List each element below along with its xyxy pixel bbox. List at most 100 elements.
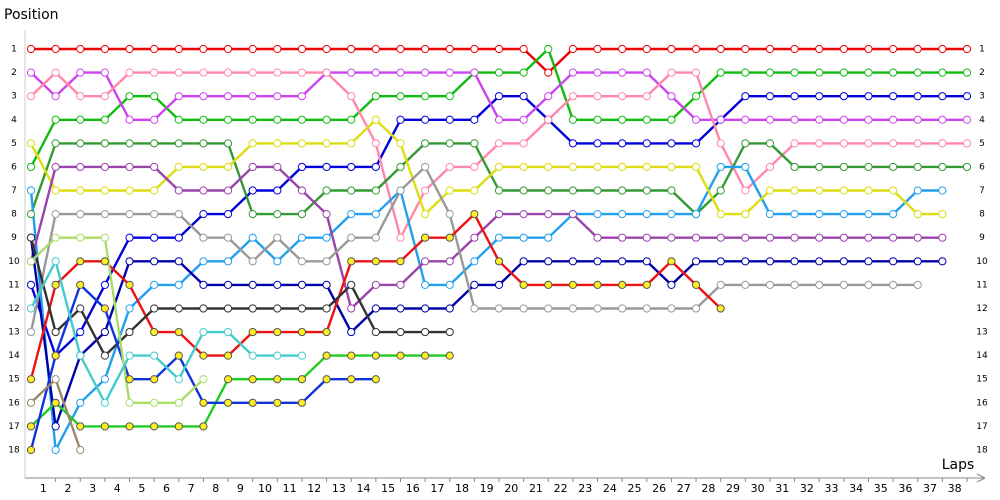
- lap-marker: [248, 44, 257, 54]
- lap-marker: [322, 68, 331, 77]
- lap-marker: [174, 186, 183, 195]
- lap-marker: [100, 92, 109, 101]
- lap-marker: [889, 186, 898, 195]
- lap-marker: [618, 162, 627, 172]
- lap-marker: [864, 186, 873, 195]
- lap-marker: [741, 162, 750, 172]
- lap-marker: [273, 92, 282, 101]
- lap-marker: [519, 233, 528, 242]
- lap-marker: [815, 115, 824, 124]
- lap-marker: [371, 139, 380, 148]
- lap-marker: [913, 257, 922, 266]
- lap-marker: [322, 44, 331, 54]
- lap-marker: [815, 162, 824, 172]
- lap-marker: [322, 139, 331, 148]
- x-tick-label: 24: [603, 482, 617, 495]
- lap-marker: [273, 351, 282, 360]
- lap-marker: [519, 92, 528, 101]
- lap-marker: [691, 68, 701, 77]
- lap-marker: [51, 44, 60, 54]
- lap-marker: [741, 280, 750, 289]
- lap-marker: [371, 115, 380, 124]
- lap-marker: [519, 139, 528, 148]
- lap-marker: [199, 304, 208, 313]
- lap-marker: [864, 115, 873, 124]
- y-tick-label-right: 13: [976, 328, 987, 338]
- x-tick-label: 8: [212, 482, 219, 495]
- lap-marker: [544, 162, 553, 172]
- lap-marker: [76, 186, 85, 195]
- lap-marker: [839, 68, 848, 77]
- lap-marker: [100, 210, 109, 219]
- lap-marker: [889, 210, 898, 219]
- lap-marker: [26, 139, 36, 148]
- lap-marker: [273, 186, 282, 195]
- x-tick-label: 21: [529, 482, 543, 495]
- lap-marker: [273, 398, 282, 407]
- x-tick-label: 17: [430, 482, 444, 495]
- x-tick-label: 38: [948, 482, 962, 495]
- lap-marker: [76, 304, 85, 313]
- lap-marker: [297, 210, 307, 219]
- lap-marker: [248, 398, 257, 407]
- lap-marker: [642, 162, 651, 172]
- lap-marker: [691, 233, 701, 242]
- lap-marker: [938, 44, 947, 54]
- x-tick-label: 4: [114, 482, 121, 495]
- y-tick-label-right: 15: [976, 375, 987, 385]
- lap-marker: [26, 92, 36, 101]
- lap-marker: [470, 139, 479, 148]
- lap-marker: [519, 210, 528, 219]
- lap-marker: [765, 210, 775, 219]
- lap-marker: [150, 304, 159, 313]
- lap-marker: [593, 139, 602, 148]
- lap-marker: [51, 327, 60, 337]
- lap-marker: [150, 327, 159, 337]
- lap-marker: [667, 257, 676, 266]
- x-tick-label: 11: [283, 482, 297, 495]
- lap-marker: [347, 257, 356, 266]
- x-tick-label: 26: [652, 482, 666, 495]
- lap-marker: [273, 257, 282, 266]
- lap-marker: [297, 186, 307, 195]
- x-tick-label: 13: [332, 482, 346, 495]
- lap-marker: [716, 304, 725, 313]
- lap-marker: [445, 92, 454, 101]
- lap-marker: [76, 92, 85, 101]
- lap-marker: [100, 115, 109, 124]
- lap-marker: [199, 375, 208, 384]
- lap-marker: [76, 210, 85, 219]
- lap-marker: [839, 162, 848, 172]
- x-tick-label: 27: [677, 482, 691, 495]
- lap-marker: [347, 68, 356, 77]
- lap-marker: [297, 351, 307, 360]
- lap-marker: [100, 44, 109, 54]
- y-tick-label-right: 8: [979, 210, 985, 220]
- lap-marker: [494, 68, 504, 77]
- lap-marker: [889, 92, 898, 101]
- lap-marker: [839, 139, 848, 148]
- lap-marker: [642, 280, 651, 289]
- lap-marker: [51, 398, 60, 407]
- lap-marker: [223, 92, 233, 101]
- lap-marker: [51, 351, 60, 360]
- lap-marker: [51, 445, 60, 455]
- lap-marker: [273, 304, 282, 313]
- y-tick-label-right: 18: [976, 446, 988, 456]
- lap-marker: [568, 304, 577, 313]
- y-tick-label: 7: [11, 186, 17, 196]
- lap-marker: [347, 139, 356, 148]
- lap-marker: [199, 115, 208, 124]
- lap-marker: [26, 375, 36, 384]
- lap-marker: [568, 257, 577, 266]
- lap-marker: [297, 398, 307, 407]
- lap-marker: [297, 375, 307, 384]
- lap-marker: [396, 351, 405, 360]
- lap-marker: [568, 162, 577, 172]
- lap-marker: [76, 351, 85, 360]
- lap-marker: [864, 257, 873, 266]
- lap-marker: [51, 68, 60, 77]
- y-tick-label: 16: [8, 398, 20, 408]
- lap-marker: [174, 44, 183, 54]
- lap-marker: [889, 115, 898, 124]
